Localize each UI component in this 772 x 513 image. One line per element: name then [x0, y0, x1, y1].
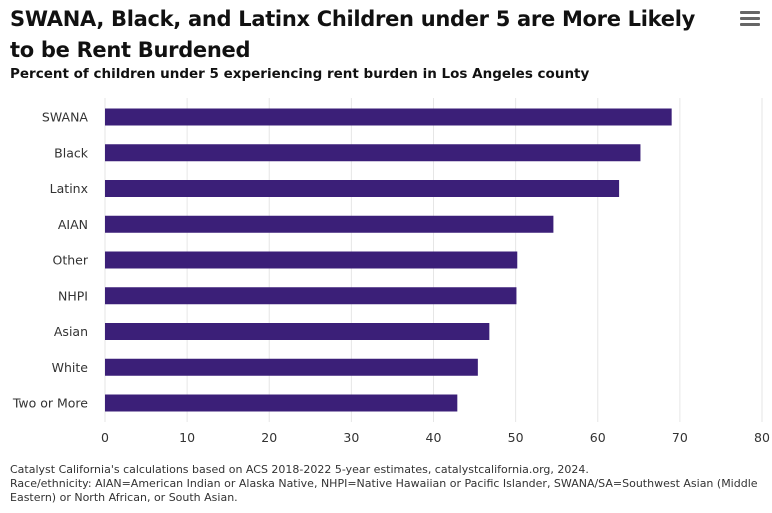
x-tick-label: 70: [672, 430, 688, 445]
chart-subtitle: Percent of children under 5 experiencing…: [10, 66, 590, 82]
x-tick-label: 10: [179, 430, 195, 445]
source-note: Catalyst California's calculations based…: [10, 463, 589, 476]
bars: [105, 108, 672, 412]
chart-title: SWANA, Black, and Latinx Children under …: [10, 7, 695, 62]
chart-footer: Catalyst California's calculations based…: [10, 463, 768, 505]
bar-other[interactable]: [105, 251, 518, 269]
x-tick-labels: 0 10 20 30 40 50 60 70 80: [101, 430, 770, 445]
bar-black[interactable]: [105, 144, 641, 162]
bar-asian[interactable]: [105, 323, 490, 340]
bar-swana[interactable]: [105, 108, 672, 126]
category-label: Asian: [54, 324, 88, 339]
bar-nhpi[interactable]: [105, 287, 517, 305]
category-label: Latinx: [50, 181, 88, 196]
bar-white[interactable]: [105, 358, 478, 376]
category-label: Two or More: [12, 396, 88, 411]
hamburger-menu-icon[interactable]: [739, 9, 761, 27]
category-label: Other: [53, 253, 89, 268]
x-tick-label: 40: [426, 430, 442, 445]
category-label: Black: [54, 145, 89, 160]
bar-aian[interactable]: [105, 215, 554, 233]
definitions-note: Race/ethnicity: AIAN=American Indian or …: [10, 477, 758, 504]
category-label: SWANA: [42, 110, 89, 125]
bar-chart: SWANA Black Latinx AIAN Other NHPI Asian White T…: [12, 98, 770, 445]
category-label: AIAN: [58, 217, 88, 232]
category-label: White: [52, 360, 89, 375]
x-tick-label: 0: [101, 430, 109, 445]
x-tick-label: 60: [590, 430, 606, 445]
category-label: NHPI: [58, 288, 88, 303]
x-tick-label: 20: [261, 430, 277, 445]
x-tick-label: 80: [754, 430, 770, 445]
bar-two-or-more[interactable]: [105, 394, 458, 412]
x-tick-label: 30: [343, 430, 359, 445]
x-tick-label: 50: [508, 430, 524, 445]
bar-latinx[interactable]: [105, 180, 620, 197]
category-labels: SWANA Black Latinx AIAN Other NHPI Asian White T…: [12, 110, 89, 411]
